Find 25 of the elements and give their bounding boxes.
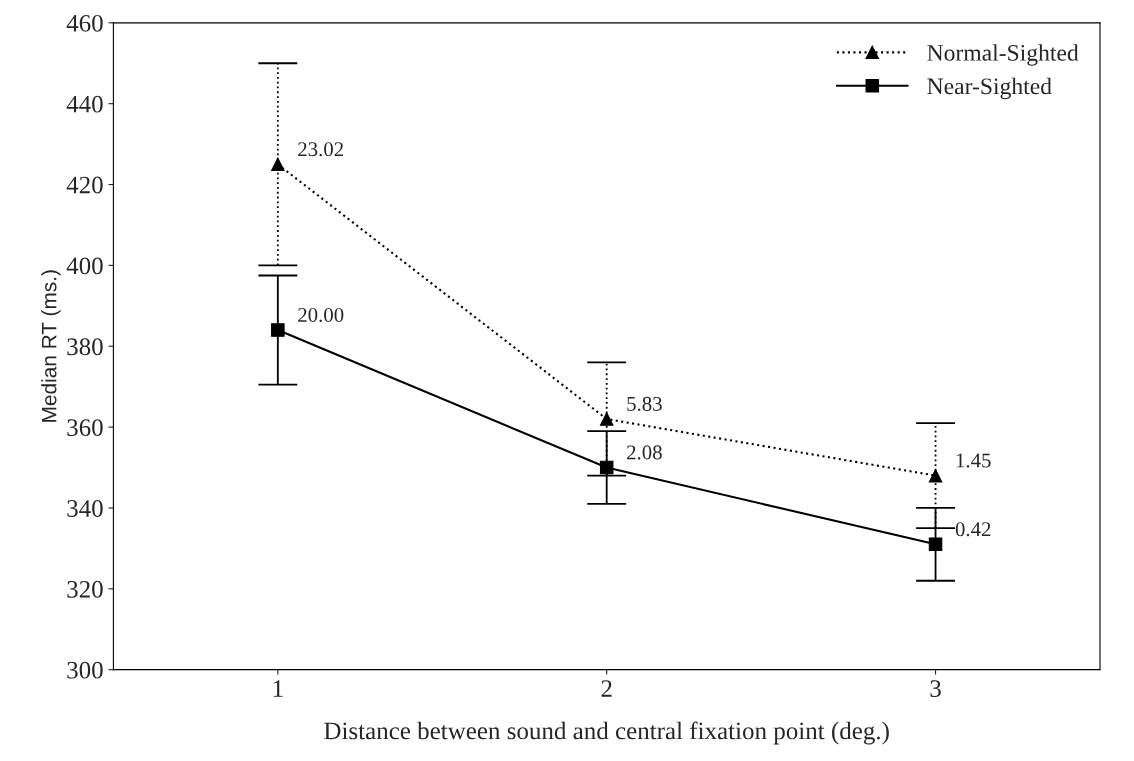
point: [599, 412, 614, 426]
x-axis-title: Distance between sound and central fixation point (deg.): [324, 721, 889, 745]
x-tick-label: 3: [930, 680, 941, 697]
y-tick-label: 460: [66, 14, 103, 32]
annotation: 1.45: [956, 453, 991, 468]
y-tick-label: 360: [67, 419, 103, 437]
y-tick-label: 380: [67, 338, 103, 356]
y-tick-label: 400: [66, 257, 103, 275]
annotation: 20.00: [298, 307, 344, 323]
y-tick-label: 440: [66, 95, 103, 113]
annotation: 5.83: [627, 396, 662, 411]
x-tick-label: 2: [601, 680, 612, 697]
annotation: 23.02: [298, 142, 343, 157]
y-tick-label: 300: [67, 661, 103, 679]
legend-label: Near-Sighted: [927, 77, 1052, 100]
legend-label: Normal-Sighted: [927, 44, 1079, 66]
y-tick-label: 420: [66, 176, 103, 194]
y-axis-title: Median RT (ms.): [41, 270, 61, 422]
y-tick-label: 320: [67, 580, 103, 598]
y-tick-label: 340: [67, 500, 103, 517]
annotation: 2.08: [627, 445, 662, 460]
x-tick-label: 1: [273, 680, 283, 697]
point: [928, 468, 943, 483]
annotation: 0.42: [955, 522, 991, 537]
point: [271, 323, 285, 337]
